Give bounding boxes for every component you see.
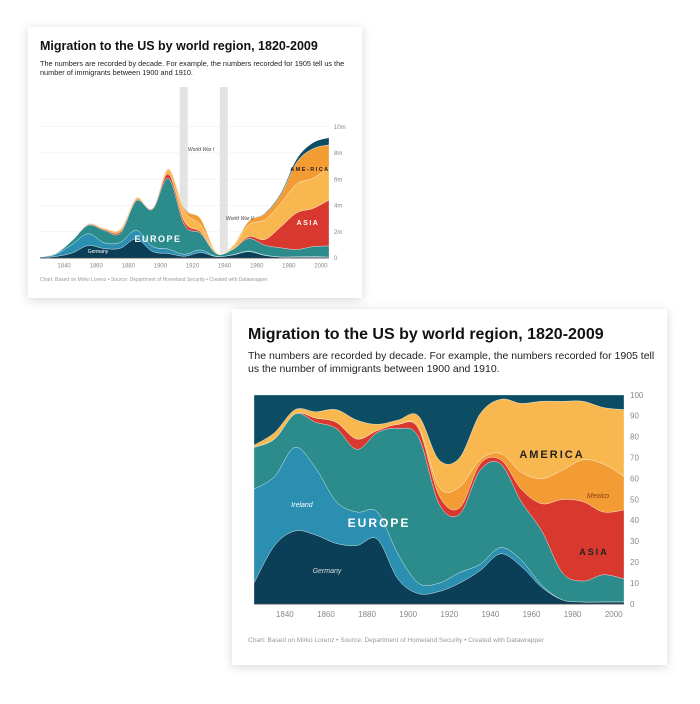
x-tick-label: 1980 — [564, 610, 582, 619]
x-tick-label: 1960 — [250, 264, 264, 270]
area-other — [253, 394, 625, 465]
area-other — [39, 137, 330, 258]
world-war-2-band — [219, 87, 228, 258]
annotation-world-war-2: World War II — [226, 216, 254, 222]
x-tick-label: 1860 — [90, 264, 104, 270]
x-tick-label: 1980 — [282, 264, 296, 270]
label-europe: EUROPE — [348, 516, 411, 530]
chart-title: Migration to the US by world region, 182… — [248, 326, 604, 343]
x-tick-label: 2000 — [314, 264, 328, 270]
y-tick-label: 80 — [630, 433, 639, 442]
y-tick-label: 0 — [334, 256, 338, 262]
x-tick-label: 1900 — [399, 610, 417, 619]
x-tick-label: 2000 — [605, 610, 623, 619]
y-tick-label: 100 — [630, 391, 644, 400]
x-tick-label: 1940 — [218, 264, 232, 270]
label-europe: EUROPE — [134, 234, 181, 244]
streamgraph-absolute: 0 2m 4m 6m 8m 10m 1840 1860 1880 1900 1920 1940 1960… — [39, 87, 346, 270]
annotation-world-war-1: World War I — [188, 147, 215, 153]
label-germany: Germany — [88, 249, 109, 255]
x-tick-label: 1920 — [440, 610, 458, 619]
label-ireland: Ireland — [291, 502, 314, 509]
chart-footer: Chart: Based on Mirko Lorenz • Source: D… — [40, 277, 268, 283]
y-tick-label: 20 — [630, 558, 639, 567]
chart-subtitle: The numbers are recorded by decade. For … — [40, 59, 345, 77]
y-tick-label: 60 — [630, 474, 639, 483]
y-tick-label: 70 — [630, 454, 639, 463]
x-tick-label: 1960 — [523, 610, 541, 619]
y-tick-label: 50 — [630, 495, 639, 504]
label-asia: ASIA — [297, 220, 320, 227]
x-tick-label: 1840 — [276, 610, 294, 619]
y-tick-label: 10m — [334, 125, 346, 131]
chart-card-percent: Migration to the US by world region, 182… — [232, 309, 667, 665]
x-tick-label: 1900 — [154, 264, 168, 270]
y-tick-label: 8m — [334, 151, 342, 157]
y-tick-label: 0 — [630, 600, 635, 609]
label-germany: Germany — [313, 568, 342, 575]
label-america: AMERICA — [519, 449, 584, 461]
world-war-1-band — [179, 87, 188, 258]
label-mexico: Mexico — [587, 493, 609, 500]
chart-subtitle: The numbers are recorded by decade. For … — [248, 350, 655, 375]
chart-footer: Chart: Based on Mirko Lorenz • Source: D… — [248, 637, 544, 644]
x-tick-label: 1920 — [186, 264, 200, 270]
label-america: AME-RICA — [290, 167, 330, 173]
y-tick-label: 10 — [630, 579, 639, 588]
chart-title: Migration to the US by world region, 182… — [40, 39, 318, 53]
chart-card-absolute: Migration to the US by world region, 182… — [28, 27, 362, 298]
stacked-area-percent: 0 10 20 30 40 50 60 70 80 90 100 1840 1860 1880 1900 19… — [253, 391, 644, 619]
x-tick-label: 1880 — [122, 264, 136, 270]
x-tick-label: 1940 — [481, 610, 499, 619]
y-tick-label: 90 — [630, 412, 639, 421]
y-tick-label: 30 — [630, 537, 639, 546]
label-asia: ASIA — [579, 547, 609, 557]
x-tick-label: 1880 — [358, 610, 376, 619]
x-tick-label: 1840 — [57, 264, 71, 270]
x-tick-label: 1860 — [317, 610, 335, 619]
y-tick-label: 4m — [334, 204, 342, 210]
y-tick-label: 6m — [334, 177, 342, 183]
y-tick-label: 2m — [334, 230, 342, 236]
y-tick-label: 40 — [630, 516, 639, 525]
